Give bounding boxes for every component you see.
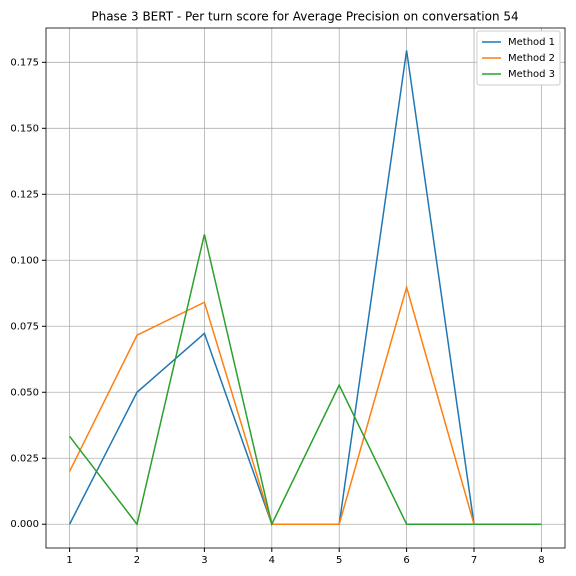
x-tick-label: 2 xyxy=(134,555,140,566)
x-tick-label: 7 xyxy=(471,555,477,566)
chart-title: Phase 3 BERT - Per turn score for Averag… xyxy=(91,10,518,24)
x-tick-label: 3 xyxy=(201,555,207,566)
y-tick-label: 0.150 xyxy=(10,123,39,134)
y-tick-label: 0.000 xyxy=(10,519,39,530)
x-tick-label: 5 xyxy=(336,555,342,566)
data-line xyxy=(68,284,542,525)
plot-frame xyxy=(45,27,566,549)
legend: Method 1 Method 2 Method 3 xyxy=(476,30,561,86)
legend-box xyxy=(476,30,561,86)
y-tick-label: 0.175 xyxy=(10,57,39,68)
y-tick-label: 0.100 xyxy=(10,255,39,266)
y-tick-label: 0.075 xyxy=(10,321,39,332)
y-tick-label: 0.050 xyxy=(10,387,39,398)
x-tick-label: 6 xyxy=(403,555,409,566)
x-tick-label: 1 xyxy=(66,555,72,566)
legend-label: Method 3 xyxy=(508,69,555,80)
x-tick-label: 8 xyxy=(538,555,544,566)
x-tick-label: 4 xyxy=(269,555,275,566)
data-line xyxy=(68,234,542,527)
y-tick-label: 0.125 xyxy=(10,189,39,200)
legend-label: Method 1 xyxy=(508,37,555,48)
y-tick-label: 0.025 xyxy=(10,453,39,464)
legend-label: Method 2 xyxy=(508,53,555,64)
